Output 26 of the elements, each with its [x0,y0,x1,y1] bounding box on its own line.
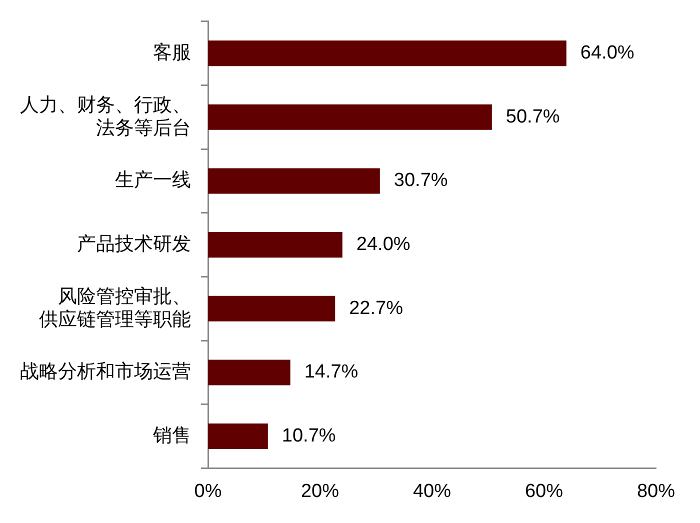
x-tick-label: 0% [194,480,222,502]
bar [208,232,342,258]
y-tick-label: 风险管控审批、供应链管理等职能 [39,285,191,330]
x-tick-label: 80% [636,480,676,502]
y-tick-label: 销售 [152,426,191,447]
bar [208,168,380,194]
bar [208,104,492,130]
bar [208,296,336,322]
data-label: 22.7% [349,298,404,319]
bar [208,360,290,386]
data-label: 50.7% [506,106,560,128]
data-label: 30.7% [394,170,448,192]
y-tick-label: 客服 [153,42,191,64]
y-tick-label: 人力、财务、行政、法务等后台 [20,94,191,139]
y-tick-label: 产品技术研发 [77,234,191,256]
y-tick-label: 生产一线 [115,170,191,192]
data-label: 24.0% [356,234,410,256]
bar [208,424,268,450]
bar [208,40,566,66]
y-tick-label: 战略分析和市场运营 [20,360,191,383]
data-label: 14.7% [304,362,358,383]
x-tick-label: 40% [412,480,452,502]
data-label: 64.0% [580,42,634,64]
x-tick-label: 20% [300,480,340,502]
x-tick-label: 60% [524,480,564,502]
data-label: 10.7% [282,426,336,447]
